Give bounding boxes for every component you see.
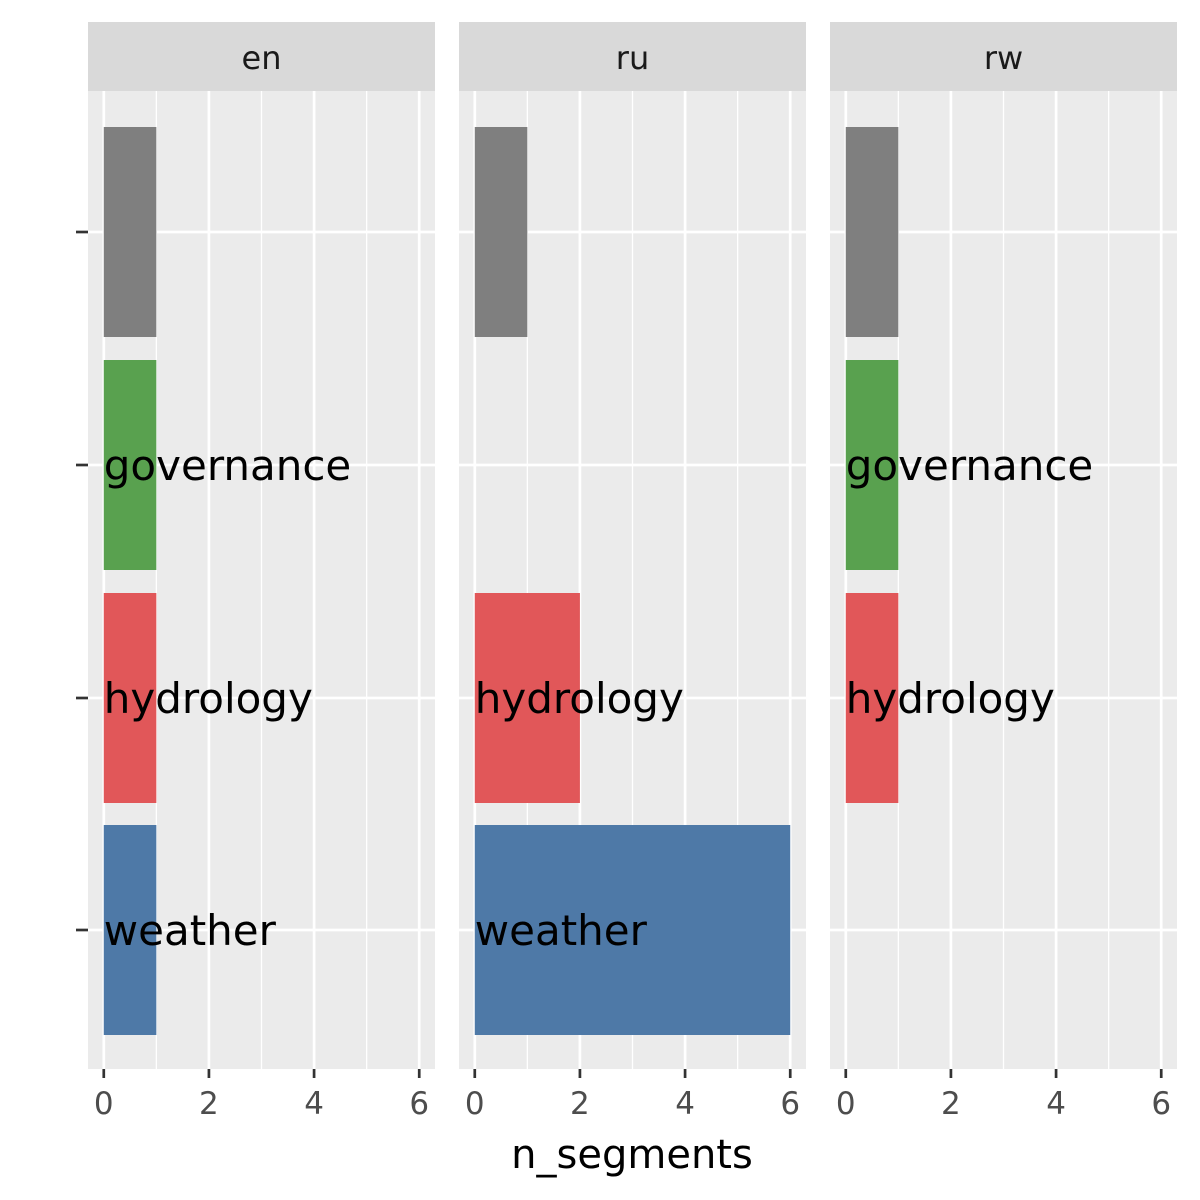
bar-label: hydrology (846, 674, 1055, 723)
facet-strip-label: rw (984, 39, 1023, 77)
facet-rw: rw governance hydrology 0 2 4 6 (830, 22, 1177, 1122)
x-tick-label: 0 (465, 1086, 485, 1122)
facet-strip-label: ru (616, 39, 649, 77)
x-tick-label: 2 (199, 1086, 219, 1122)
bar-label: governance (104, 441, 352, 490)
x-tick-label: 0 (94, 1086, 114, 1122)
bar (103, 360, 157, 570)
bar-label: governance (846, 441, 1094, 490)
bar (103, 127, 157, 337)
bar-label: hydrology (475, 674, 684, 723)
facet-panels: en governance hydrology weather 0 2 4 6 ru hydrol… (88, 22, 1177, 1122)
bar (474, 825, 791, 1035)
facet-strip (88, 22, 435, 91)
bar (845, 593, 899, 803)
facet-strip-label: en (242, 39, 282, 77)
x-tick-label: 6 (409, 1086, 429, 1122)
facet-ru: ru hydrology weather 0 2 4 6 (459, 22, 806, 1122)
bar (103, 825, 157, 1035)
bar (474, 593, 580, 803)
bar-label: weather (104, 906, 277, 955)
x-tick-label: 4 (304, 1086, 324, 1122)
bar (845, 360, 899, 570)
facet-strip (830, 22, 1177, 91)
x-axis-title: n_segments (511, 1132, 753, 1178)
x-tick-label: 4 (675, 1086, 695, 1122)
y-axis-ticks (76, 230, 88, 932)
facet-en: en governance hydrology weather 0 2 4 6 (88, 22, 435, 1122)
x-tick-label: 0 (836, 1086, 856, 1122)
bar-label: weather (475, 906, 648, 955)
bar (103, 593, 157, 803)
x-tick-label: 6 (780, 1086, 800, 1122)
bar (845, 127, 899, 337)
facet-strip (459, 22, 806, 91)
x-tick-label: 6 (1151, 1086, 1171, 1122)
x-tick-label: 2 (941, 1086, 961, 1122)
x-tick-label: 4 (1046, 1086, 1066, 1122)
bar (474, 127, 528, 337)
bar-label: hydrology (104, 674, 313, 723)
x-tick-label: 2 (570, 1086, 590, 1122)
